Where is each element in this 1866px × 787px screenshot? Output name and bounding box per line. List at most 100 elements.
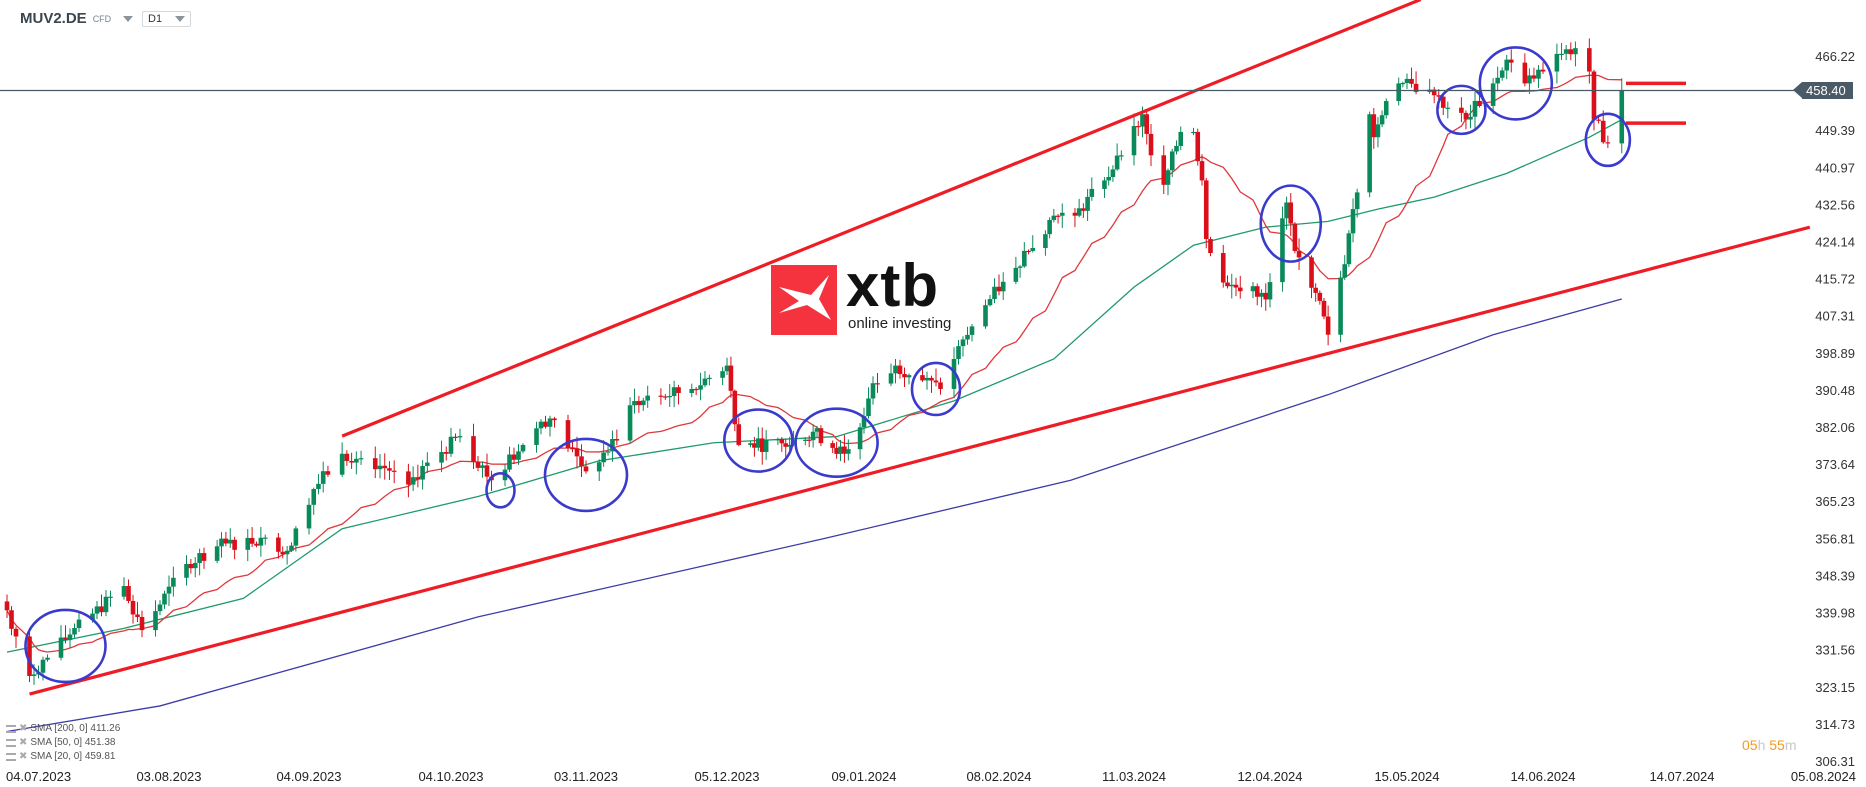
candle-body xyxy=(1309,257,1314,288)
candle xyxy=(316,474,321,495)
x-tick-label: 04.09.2023 xyxy=(276,769,341,784)
candle-body xyxy=(570,448,575,450)
candle-body xyxy=(1313,287,1318,293)
candle-body xyxy=(192,562,198,569)
y-tick-label: 415.72 xyxy=(1815,272,1855,287)
candle xyxy=(232,536,237,560)
y-tick-label: 390.48 xyxy=(1815,383,1855,398)
candle-body xyxy=(534,428,539,445)
logo-tagline: online investing xyxy=(848,315,952,332)
candle-body xyxy=(1178,131,1184,146)
candle xyxy=(1321,298,1327,320)
candle xyxy=(748,440,753,448)
chevron-down-icon[interactable] xyxy=(123,15,134,22)
candle xyxy=(103,590,109,617)
candle-body xyxy=(565,420,571,449)
candle-body xyxy=(1490,83,1496,106)
candle-body xyxy=(1591,71,1597,120)
candle-body xyxy=(1508,59,1514,63)
settings-icon[interactable] xyxy=(6,739,16,747)
x-tick-label: 03.11.2023 xyxy=(554,769,618,784)
candle xyxy=(818,425,824,447)
candle xyxy=(507,446,512,472)
candle-body xyxy=(289,545,294,551)
legend-item-sma200: ✖ SMA [200, 0] 411.26 xyxy=(6,722,120,736)
symbol-selector[interactable]: MUV2.DE CFD xyxy=(20,10,134,27)
candle-body xyxy=(484,465,490,477)
y-tick-label: 365.23 xyxy=(1815,494,1855,509)
candle-body xyxy=(349,460,354,463)
candle xyxy=(289,542,294,553)
candle-body xyxy=(1110,169,1116,178)
candle-body xyxy=(232,539,237,550)
candle xyxy=(983,299,988,329)
candle-body xyxy=(448,436,454,454)
candle xyxy=(1161,145,1167,195)
settings-icon[interactable] xyxy=(6,725,16,733)
candle xyxy=(245,529,251,562)
candle-body xyxy=(752,443,757,448)
candle xyxy=(339,442,345,477)
candle xyxy=(192,557,198,578)
candle-body xyxy=(420,465,425,480)
candle-body xyxy=(842,446,847,454)
candle xyxy=(188,558,194,574)
candle-body xyxy=(956,346,961,359)
candle xyxy=(157,600,163,616)
candle-body xyxy=(802,439,808,441)
candle-body xyxy=(1367,114,1372,193)
candle-body xyxy=(1431,89,1437,96)
candle-body xyxy=(480,465,485,468)
countdown-hours-unit: h xyxy=(1757,737,1766,753)
candle-body xyxy=(1499,70,1505,78)
x-tick-label: 08.02.2024 xyxy=(966,769,1031,784)
settings-icon[interactable] xyxy=(6,753,16,761)
candle-body xyxy=(707,377,712,379)
candle-body xyxy=(410,477,416,485)
annotation-circle xyxy=(723,408,794,473)
candle-body xyxy=(933,380,939,383)
candle xyxy=(667,384,673,407)
y-tick-label: 382.06 xyxy=(1815,420,1855,435)
candle xyxy=(520,443,526,454)
candle-body xyxy=(1472,100,1478,117)
candle-body xyxy=(453,436,458,438)
candle xyxy=(67,628,73,648)
candle-body xyxy=(135,614,140,618)
lower-channel-trendline xyxy=(29,225,1811,696)
candle xyxy=(810,424,816,448)
candle-body xyxy=(1250,286,1256,292)
candle-body xyxy=(188,563,194,569)
candle xyxy=(534,421,539,453)
y-tick-label: 398.89 xyxy=(1815,346,1855,361)
close-icon[interactable]: ✖ xyxy=(19,751,28,762)
candle xyxy=(1169,148,1175,177)
candle xyxy=(1026,249,1031,255)
close-icon[interactable]: ✖ xyxy=(19,723,28,734)
candle-body xyxy=(1477,100,1482,106)
candle-body xyxy=(1131,126,1137,156)
candle xyxy=(480,461,485,478)
timeframe-select[interactable]: D1 xyxy=(142,11,191,27)
candle xyxy=(671,380,677,408)
candle xyxy=(752,436,757,457)
candle xyxy=(130,594,136,624)
candle-body xyxy=(748,443,753,445)
candle xyxy=(1178,126,1184,151)
candle-body xyxy=(219,538,224,547)
candle-body xyxy=(1013,267,1019,282)
close-icon[interactable]: ✖ xyxy=(19,737,28,748)
candle xyxy=(565,414,571,453)
candle-body xyxy=(1338,277,1343,335)
y-tick-label: 331.56 xyxy=(1815,643,1855,658)
candle xyxy=(1440,93,1446,116)
candle-body xyxy=(756,438,761,448)
candle xyxy=(1499,67,1505,81)
annotation-circle xyxy=(1259,184,1323,263)
x-tick-label: 14.07.2024 xyxy=(1649,769,1714,784)
candle xyxy=(320,461,326,493)
candle-body xyxy=(1468,116,1473,120)
candle-body xyxy=(1229,284,1235,287)
countdown-minutes: 55 xyxy=(1769,737,1785,753)
